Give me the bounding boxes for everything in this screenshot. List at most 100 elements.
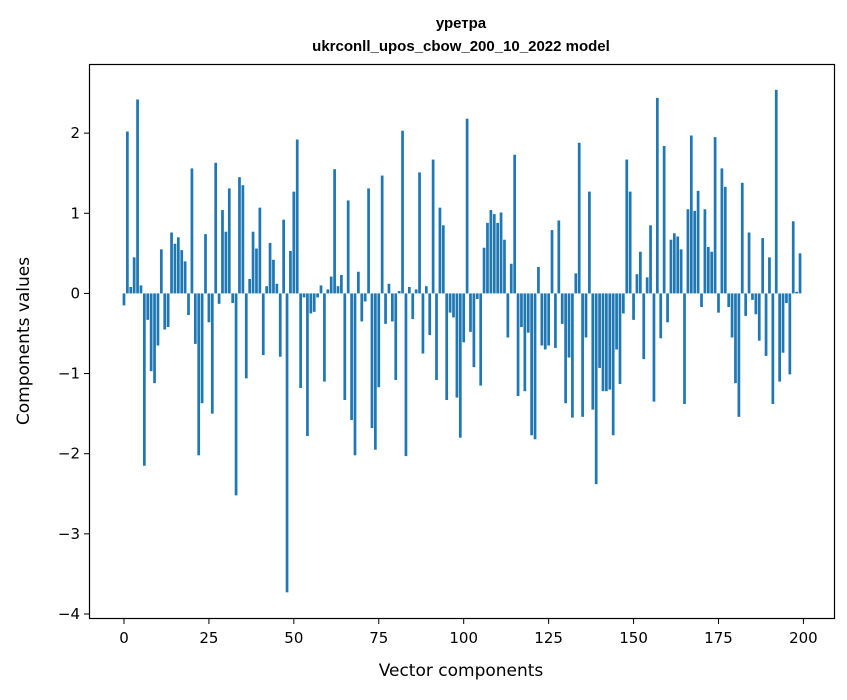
bar-43 xyxy=(268,242,272,294)
bar-130 xyxy=(564,293,567,404)
bar-69 xyxy=(357,271,360,294)
bar-68 xyxy=(353,293,357,456)
bar-164 xyxy=(679,249,683,294)
bar-198 xyxy=(795,291,798,294)
bar-113 xyxy=(506,293,510,338)
bar-84 xyxy=(407,287,411,294)
bar-27 xyxy=(214,162,218,294)
bar-95 xyxy=(445,293,449,400)
bar-46 xyxy=(278,293,282,357)
bar-154 xyxy=(645,277,649,294)
bar-124 xyxy=(543,293,547,350)
bar-104 xyxy=(475,293,479,300)
bar-48 xyxy=(285,293,289,593)
bar-179 xyxy=(730,293,734,338)
bar-15 xyxy=(173,243,177,294)
bar-79 xyxy=(391,293,394,322)
y-tick-label: −1 xyxy=(58,365,80,383)
bar-60 xyxy=(326,289,330,294)
bar-175 xyxy=(717,293,720,313)
bar-186 xyxy=(754,293,758,315)
bar-185 xyxy=(751,293,754,300)
bar-112 xyxy=(503,239,506,294)
bar-21 xyxy=(193,293,197,344)
bar-199 xyxy=(798,253,802,294)
bar-161 xyxy=(669,239,673,294)
bar-133 xyxy=(574,273,578,294)
y-tick-label: −2 xyxy=(58,445,80,463)
bar-70 xyxy=(360,293,364,322)
bar-39 xyxy=(255,248,258,294)
bar-182 xyxy=(740,182,744,294)
bar-33 xyxy=(234,293,238,496)
bar-34 xyxy=(238,177,241,294)
bar-188 xyxy=(761,238,765,294)
bar-168 xyxy=(693,210,697,294)
bar-148 xyxy=(625,159,629,294)
bar-98 xyxy=(455,293,459,398)
bar-144 xyxy=(611,293,615,436)
bar-57 xyxy=(316,293,319,298)
bar-7 xyxy=(146,293,150,320)
bar-45 xyxy=(275,283,279,294)
bar-109 xyxy=(492,214,496,294)
bar-72 xyxy=(367,188,370,294)
bar-156 xyxy=(652,293,656,402)
bar-190 xyxy=(768,257,771,294)
bar-20 xyxy=(190,168,194,294)
bar-131 xyxy=(567,293,571,358)
bar-100 xyxy=(462,293,466,343)
bar-187 xyxy=(757,293,761,341)
bar-108 xyxy=(489,210,493,294)
bar-117 xyxy=(520,293,523,328)
bar-177 xyxy=(723,186,727,294)
bar-62 xyxy=(333,169,336,294)
bar-99 xyxy=(458,293,462,438)
bar-121 xyxy=(533,293,537,440)
bar-147 xyxy=(622,293,625,314)
bar-151 xyxy=(635,274,639,294)
bar-152 xyxy=(639,251,642,294)
bar-85 xyxy=(411,293,415,320)
bar-150 xyxy=(632,293,635,320)
bar-88 xyxy=(421,293,425,354)
x-tick-label: 125 xyxy=(534,629,563,647)
bar-0 xyxy=(122,293,126,306)
bar-153 xyxy=(642,293,646,360)
plot-frame xyxy=(88,63,836,620)
bar-6 xyxy=(143,293,146,466)
bar-139 xyxy=(594,293,598,485)
bar-49 xyxy=(289,250,292,294)
bar-90 xyxy=(428,293,432,336)
bar-24 xyxy=(204,234,207,294)
bar-195 xyxy=(785,293,788,304)
bar-56 xyxy=(312,293,316,312)
bar-22 xyxy=(197,293,201,456)
bar-93 xyxy=(438,207,442,294)
bar-19 xyxy=(187,293,190,316)
bar-173 xyxy=(710,251,714,294)
bar-59 xyxy=(323,293,326,382)
bar-197 xyxy=(791,221,795,294)
bar-155 xyxy=(649,225,652,294)
bar-170 xyxy=(700,293,703,308)
bar-132 xyxy=(571,293,574,418)
bar-129 xyxy=(560,293,564,324)
bar-183 xyxy=(744,293,748,316)
bar-114 xyxy=(509,263,513,294)
bar-73 xyxy=(370,293,374,429)
bar-28 xyxy=(217,293,221,304)
x-tick-label: 100 xyxy=(449,629,478,647)
bar-23 xyxy=(200,293,204,404)
bar-12 xyxy=(163,293,167,330)
bar-74 xyxy=(374,293,377,450)
bar-134 xyxy=(577,142,581,294)
bar-55 xyxy=(309,293,313,314)
bar-32 xyxy=(231,293,235,304)
bar-26 xyxy=(210,293,214,414)
bar-2 xyxy=(129,287,133,294)
bar-111 xyxy=(499,212,503,294)
bar-8 xyxy=(149,293,153,372)
bar-47 xyxy=(282,219,285,294)
